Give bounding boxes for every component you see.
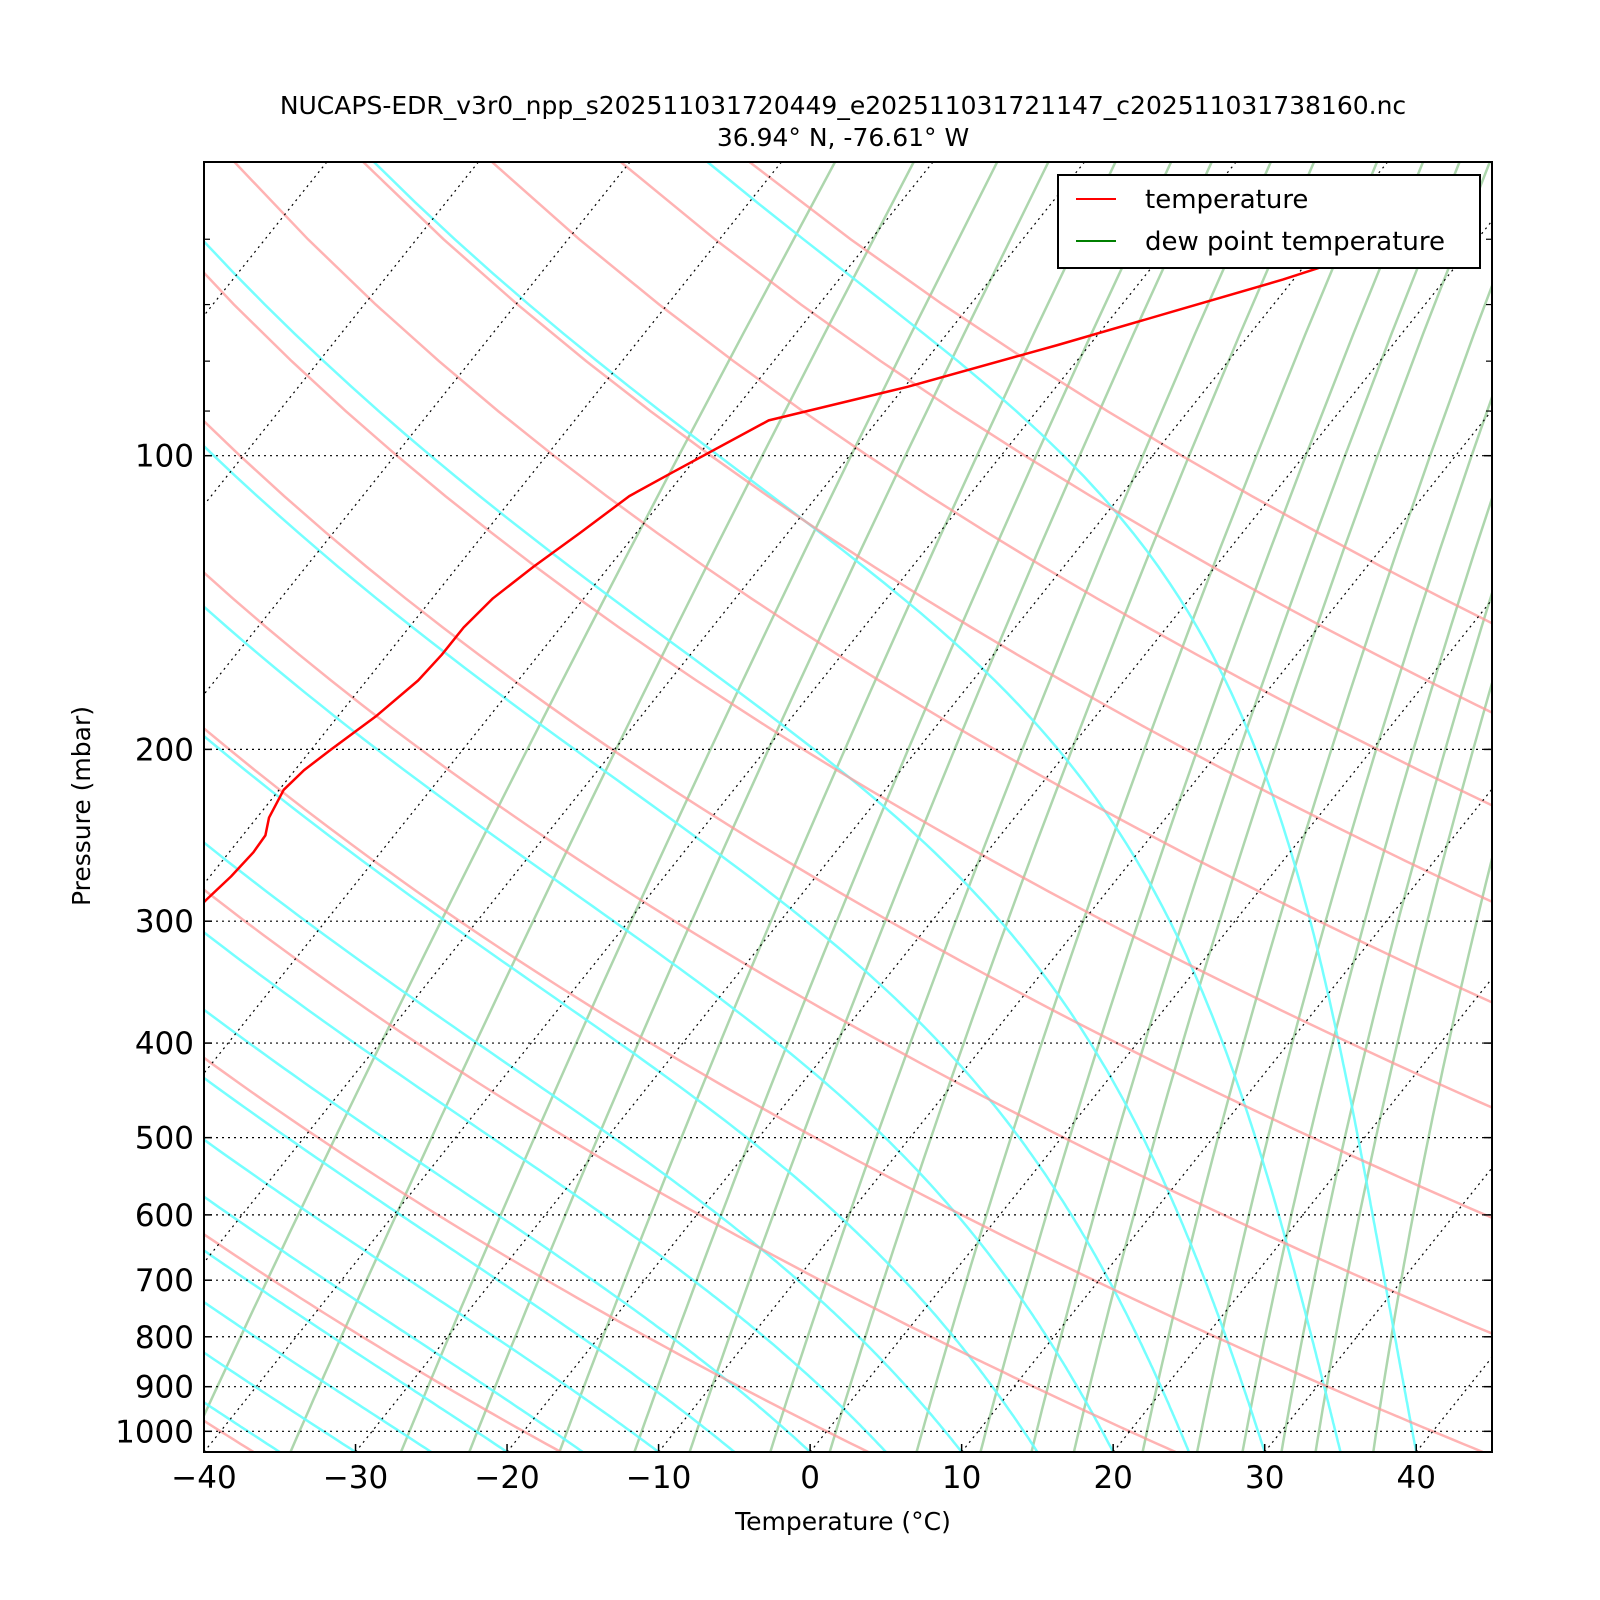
dry-adiabat-line-40 [204, 726, 1484, 1452]
x-tick-label-40: 40 [1397, 1460, 1436, 1496]
y-tick-label-900: 900 [135, 1370, 194, 1406]
moist-adiabat-line-20 [204, 605, 1115, 1452]
x-tick-label-0: 0 [800, 1460, 820, 1496]
isotherm-line-30 [1264, 1166, 1492, 1452]
y-tick-label-700: 700 [135, 1263, 194, 1299]
mixing-ratio-line-9 [915, 162, 1379, 1452]
dry-adiabat-line-120 [233, 162, 1492, 1004]
plot-frame [203, 161, 1493, 1453]
mixing-ratio-line-0 [204, 162, 837, 1419]
mixing-ratio-lines [204, 162, 1492, 1452]
mixing-ratio-line-14 [1195, 393, 1492, 1452]
moist-adiabat-line--40 [204, 1450, 205, 1452]
moist-adiabat-line-5 [204, 930, 887, 1452]
moist-adiabat-line-35 [373, 162, 1342, 1452]
moist-adiabat-line-10 [204, 841, 963, 1452]
y-tick-label-300: 300 [135, 904, 194, 940]
dry-adiabat-line-160 [491, 162, 1492, 807]
dry-adiabat-line-140 [362, 162, 1492, 904]
x-tick-label--40: −40 [171, 1460, 236, 1496]
y-tick-label-1000: 1000 [115, 1414, 194, 1450]
x-tick-label-30: 30 [1245, 1460, 1284, 1496]
mixing-ratio-line-6 [688, 162, 1213, 1452]
dry-adiabat-line-200 [748, 162, 1492, 625]
mixing-ratio-line-10 [979, 162, 1425, 1452]
legend-label-temperature: temperature [1145, 185, 1308, 215]
x-axis-label: Temperature (°C) [734, 1507, 951, 1536]
mixing-ratio-line-13 [1141, 282, 1492, 1452]
mixing-ratio-line-8 [828, 162, 1316, 1452]
moist-adiabat-line-15 [204, 734, 1039, 1452]
mixing-ratio-line-1 [289, 162, 915, 1452]
isotherm-line--50 [204, 162, 1085, 1264]
legend-label-dewpoint: dew point temperature [1145, 227, 1445, 257]
dry-adiabat-line-20 [204, 888, 1177, 1452]
mixing-ratio-line-16 [1280, 588, 1492, 1452]
x-tick-label--20: −20 [474, 1460, 539, 1496]
series-line-0 [204, 251, 1365, 904]
y-tick-label-500: 500 [135, 1121, 194, 1157]
dry-adiabat-line--20 [204, 1232, 562, 1452]
mixing-ratio-line-5 [633, 162, 1173, 1452]
x-tick-label-20: 20 [1093, 1460, 1132, 1496]
moist-adiabat-lines [204, 162, 1418, 1452]
mixing-ratio-line-3 [468, 162, 1050, 1452]
isotherm-line--10 [658, 409, 1492, 1452]
mixing-ratio-line-4 [558, 162, 1117, 1452]
isotherm-line-0 [809, 598, 1492, 1452]
dry-adiabat-line-60 [204, 571, 1492, 1335]
moist-adiabat-line--5 [204, 1076, 736, 1452]
y-tick-label-200: 200 [135, 732, 194, 768]
y-axis-ticks: 100 200 300 400 500 600 700 800 900 1000 [115, 161, 1492, 1450]
isotherm-line-50 [1568, 162, 1600, 1452]
isobar-gridlines [204, 455, 1492, 1432]
y-tick-label-100: 100 [135, 439, 194, 475]
moist-adiabat-line-25 [204, 444, 1191, 1452]
moist-adiabat-line-0 [204, 1008, 811, 1452]
plot-area [0, 162, 1600, 1452]
isotherm-line--120 [0, 162, 24, 1452]
dry-adiabat-line-80 [204, 419, 1492, 1220]
mixing-ratio-line-11 [1030, 162, 1461, 1452]
mixing-ratio-line-18 [1372, 853, 1492, 1452]
dry-adiabat-line-0 [204, 1056, 869, 1452]
dry-adiabat-line-180 [620, 162, 1492, 714]
moist-adiabat-line--10 [204, 1138, 660, 1452]
legend-box [1057, 174, 1481, 269]
dry-adiabat-line-100 [204, 271, 1492, 1109]
moist-adiabat-line--15 [204, 1195, 584, 1452]
x-axis-ticks: −40 −30 −20 −10 0 10 20 30 40 [171, 1444, 1436, 1496]
dry-adiabat-lines [204, 162, 1492, 1452]
moist-adiabat-line--30 [204, 1351, 357, 1452]
y-axis-label: Pressure (mbar) [67, 706, 96, 906]
y-tick-label-800: 800 [135, 1320, 194, 1356]
data-series [204, 251, 1365, 904]
mixing-ratio-line-17 [1314, 678, 1492, 1452]
moist-adiabat-line--20 [204, 1248, 508, 1452]
mixing-ratio-line-15 [1241, 494, 1492, 1452]
y-tick-label-600: 600 [135, 1198, 194, 1234]
x-tick-label--10: −10 [626, 1460, 691, 1496]
moist-adiabat-line--25 [204, 1300, 432, 1452]
chart-title: NUCAPS-EDR_v3r0_npp_s202511031720449_e20… [280, 91, 1406, 120]
mixing-ratio-line-7 [769, 162, 1272, 1452]
isotherm-line-40 [1415, 1356, 1492, 1452]
x-tick-label-10: 10 [942, 1460, 981, 1496]
chart-subtitle: 36.94° N, -76.61° W [717, 123, 969, 152]
y-tick-label-400: 400 [135, 1026, 194, 1062]
x-tick-label--30: −30 [323, 1460, 388, 1496]
moist-adiabat-line-40 [706, 162, 1418, 1452]
legend: temperature dew point temperature [1057, 174, 1481, 269]
